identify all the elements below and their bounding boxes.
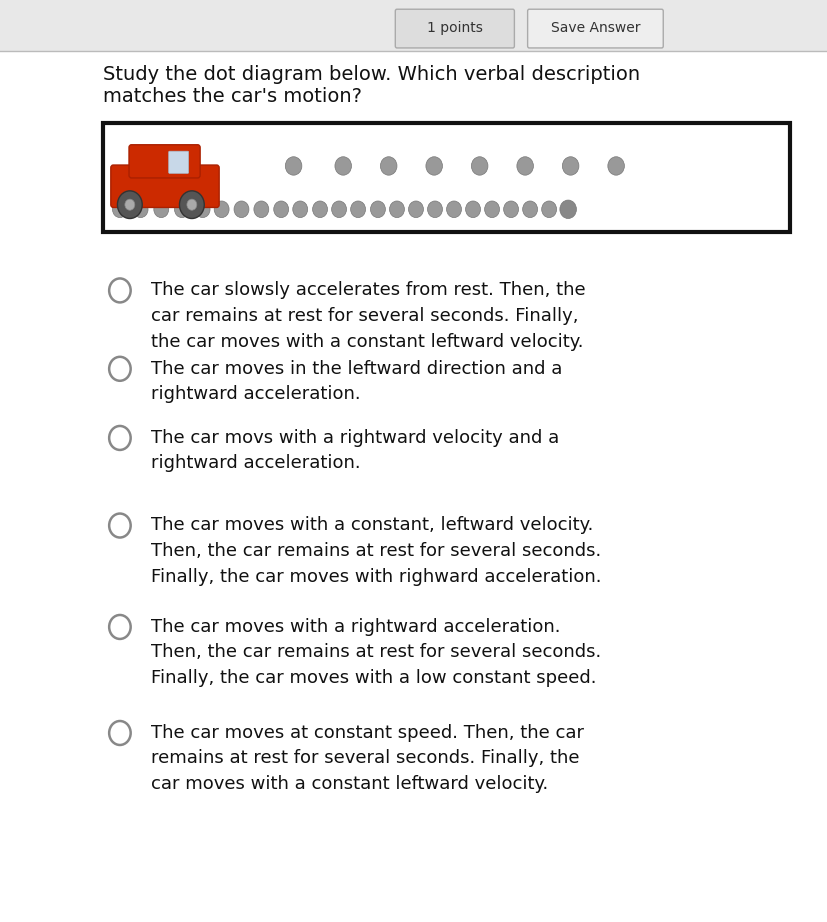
Text: The car moves with a rightward acceleration.
Then, the car remains at rest for s: The car moves with a rightward accelerat… <box>151 618 601 687</box>
Circle shape <box>504 201 519 218</box>
Circle shape <box>542 201 557 218</box>
Circle shape <box>471 157 488 175</box>
FancyBboxPatch shape <box>395 9 514 48</box>
Circle shape <box>523 201 538 218</box>
Circle shape <box>466 201 480 218</box>
Circle shape <box>154 201 169 218</box>
Circle shape <box>380 157 397 175</box>
Circle shape <box>517 157 533 175</box>
Text: Save Answer: Save Answer <box>551 20 640 35</box>
Text: The car movs with a rightward velocity and a
rightward acceleration.: The car movs with a rightward velocity a… <box>151 429 560 472</box>
Text: 1 points: 1 points <box>427 20 483 35</box>
Circle shape <box>109 615 131 639</box>
Circle shape <box>109 278 131 302</box>
Circle shape <box>274 201 289 218</box>
Circle shape <box>179 191 204 219</box>
Circle shape <box>351 201 366 218</box>
Circle shape <box>409 201 423 218</box>
Circle shape <box>562 157 579 175</box>
Text: The car moves at constant speed. Then, the car
remains at rest for several secon: The car moves at constant speed. Then, t… <box>151 724 585 793</box>
Circle shape <box>109 514 131 538</box>
Circle shape <box>485 201 500 218</box>
Circle shape <box>254 201 269 218</box>
FancyBboxPatch shape <box>528 9 663 48</box>
Circle shape <box>195 201 210 218</box>
Circle shape <box>112 201 127 218</box>
Circle shape <box>109 357 131 381</box>
Circle shape <box>335 157 351 175</box>
Circle shape <box>608 157 624 175</box>
FancyBboxPatch shape <box>103 123 790 232</box>
Text: The car moves in the leftward direction and a
rightward acceleration.: The car moves in the leftward direction … <box>151 360 562 403</box>
Circle shape <box>332 201 347 218</box>
Text: The car moves with a constant, leftward velocity.
Then, the car remains at rest : The car moves with a constant, leftward … <box>151 516 602 585</box>
Text: The car slowsly accelerates from rest. Then, the
car remains at rest for several: The car slowsly accelerates from rest. T… <box>151 281 586 350</box>
Circle shape <box>560 200 576 219</box>
Circle shape <box>285 157 302 175</box>
Text: Study the dot diagram below. Which verbal description
matches the car's motion?: Study the dot diagram below. Which verba… <box>103 65 640 105</box>
Circle shape <box>390 201 404 218</box>
FancyBboxPatch shape <box>129 145 200 178</box>
Circle shape <box>370 201 385 218</box>
Circle shape <box>234 201 249 218</box>
Circle shape <box>447 201 461 218</box>
Circle shape <box>214 201 229 218</box>
Circle shape <box>426 157 442 175</box>
Circle shape <box>109 721 131 745</box>
FancyBboxPatch shape <box>111 165 219 207</box>
Circle shape <box>174 201 189 218</box>
Circle shape <box>293 201 308 218</box>
Circle shape <box>117 191 142 219</box>
Circle shape <box>187 199 197 210</box>
Circle shape <box>428 201 442 218</box>
FancyBboxPatch shape <box>169 151 189 173</box>
Circle shape <box>109 426 131 450</box>
Circle shape <box>313 201 327 218</box>
Circle shape <box>125 199 135 210</box>
Circle shape <box>133 201 148 218</box>
Bar <box>0 0 827 51</box>
